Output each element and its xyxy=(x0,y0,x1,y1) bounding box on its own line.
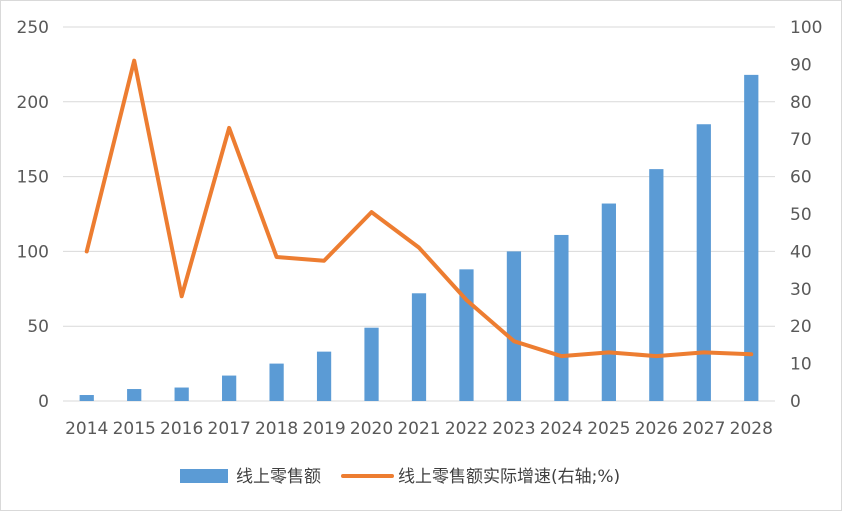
bar-2025 xyxy=(601,203,616,401)
x-tick-label: 2018 xyxy=(255,419,298,439)
legend-bar-swatch xyxy=(180,469,228,483)
bar-2020 xyxy=(364,327,379,401)
x-tick-label: 2022 xyxy=(445,419,488,439)
bar-2024 xyxy=(554,234,569,401)
bar-2019 xyxy=(316,351,332,401)
bar-2022 xyxy=(459,269,474,401)
bar-2016 xyxy=(174,387,189,401)
x-tick-label: 2023 xyxy=(492,419,535,439)
x-tick-label: 2028 xyxy=(730,419,773,439)
legend-bar-label: 线上零售额 xyxy=(236,467,321,487)
x-tick-label: 2026 xyxy=(635,419,678,439)
right-tick-label: 100 xyxy=(790,18,822,38)
right-tick-label: 10 xyxy=(790,355,812,375)
left-tick-label: 100 xyxy=(17,242,49,262)
bar-series xyxy=(79,74,759,402)
left-tick-label: 200 xyxy=(17,93,49,113)
right-tick-label: 20 xyxy=(790,317,812,337)
x-tick-label: 2016 xyxy=(160,419,203,439)
x-tick-label: 2015 xyxy=(113,419,156,439)
x-tick-label: 2021 xyxy=(397,419,440,439)
left-tick-label: 150 xyxy=(17,168,49,188)
legend-line-label: 线上零售额实际增速(右轴;%) xyxy=(398,467,620,487)
line-series xyxy=(84,58,754,359)
legend: 线上零售额 线上零售额实际增速(右轴;%) xyxy=(180,467,620,487)
x-tick-label: 2025 xyxy=(587,419,630,439)
bar-2017 xyxy=(222,375,237,401)
left-tick-label: 0 xyxy=(38,392,49,412)
x-tick-label: 2020 xyxy=(350,419,393,439)
right-axis-ticks: 0 10 20 30 40 50 60 70 80 90 100 xyxy=(790,18,822,412)
bar-2027 xyxy=(696,124,711,402)
x-tick-label: 2024 xyxy=(540,419,583,439)
x-tick-label: 2019 xyxy=(302,419,345,439)
bar-2021 xyxy=(411,293,427,401)
x-axis-ticks: 2014 2015 2016 2017 2018 2019 2020 2021 2022 2023… xyxy=(65,419,773,439)
right-tick-label: 30 xyxy=(790,280,812,300)
x-tick-label: 2017 xyxy=(208,419,251,439)
x-tick-label: 2027 xyxy=(682,419,725,439)
right-tick-label: 50 xyxy=(790,205,812,225)
left-tick-label: 250 xyxy=(17,18,49,38)
left-tick-label: 50 xyxy=(27,317,49,337)
left-axis-ticks: 0 50 100 150 200 250 xyxy=(17,18,49,412)
bar-2014 xyxy=(79,395,94,401)
bar-2023 xyxy=(506,251,522,401)
right-tick-label: 40 xyxy=(790,242,812,262)
right-tick-label: 90 xyxy=(790,55,812,75)
bar-2015 xyxy=(127,389,142,401)
bar-2018 xyxy=(269,363,284,401)
bar-2026 xyxy=(649,169,664,401)
right-tick-label: 80 xyxy=(790,93,812,113)
bar-2028 xyxy=(744,74,759,401)
right-tick-label: 0 xyxy=(790,392,801,412)
right-tick-label: 70 xyxy=(790,130,812,150)
x-tick-label: 2014 xyxy=(65,419,108,439)
right-tick-label: 60 xyxy=(790,168,812,188)
